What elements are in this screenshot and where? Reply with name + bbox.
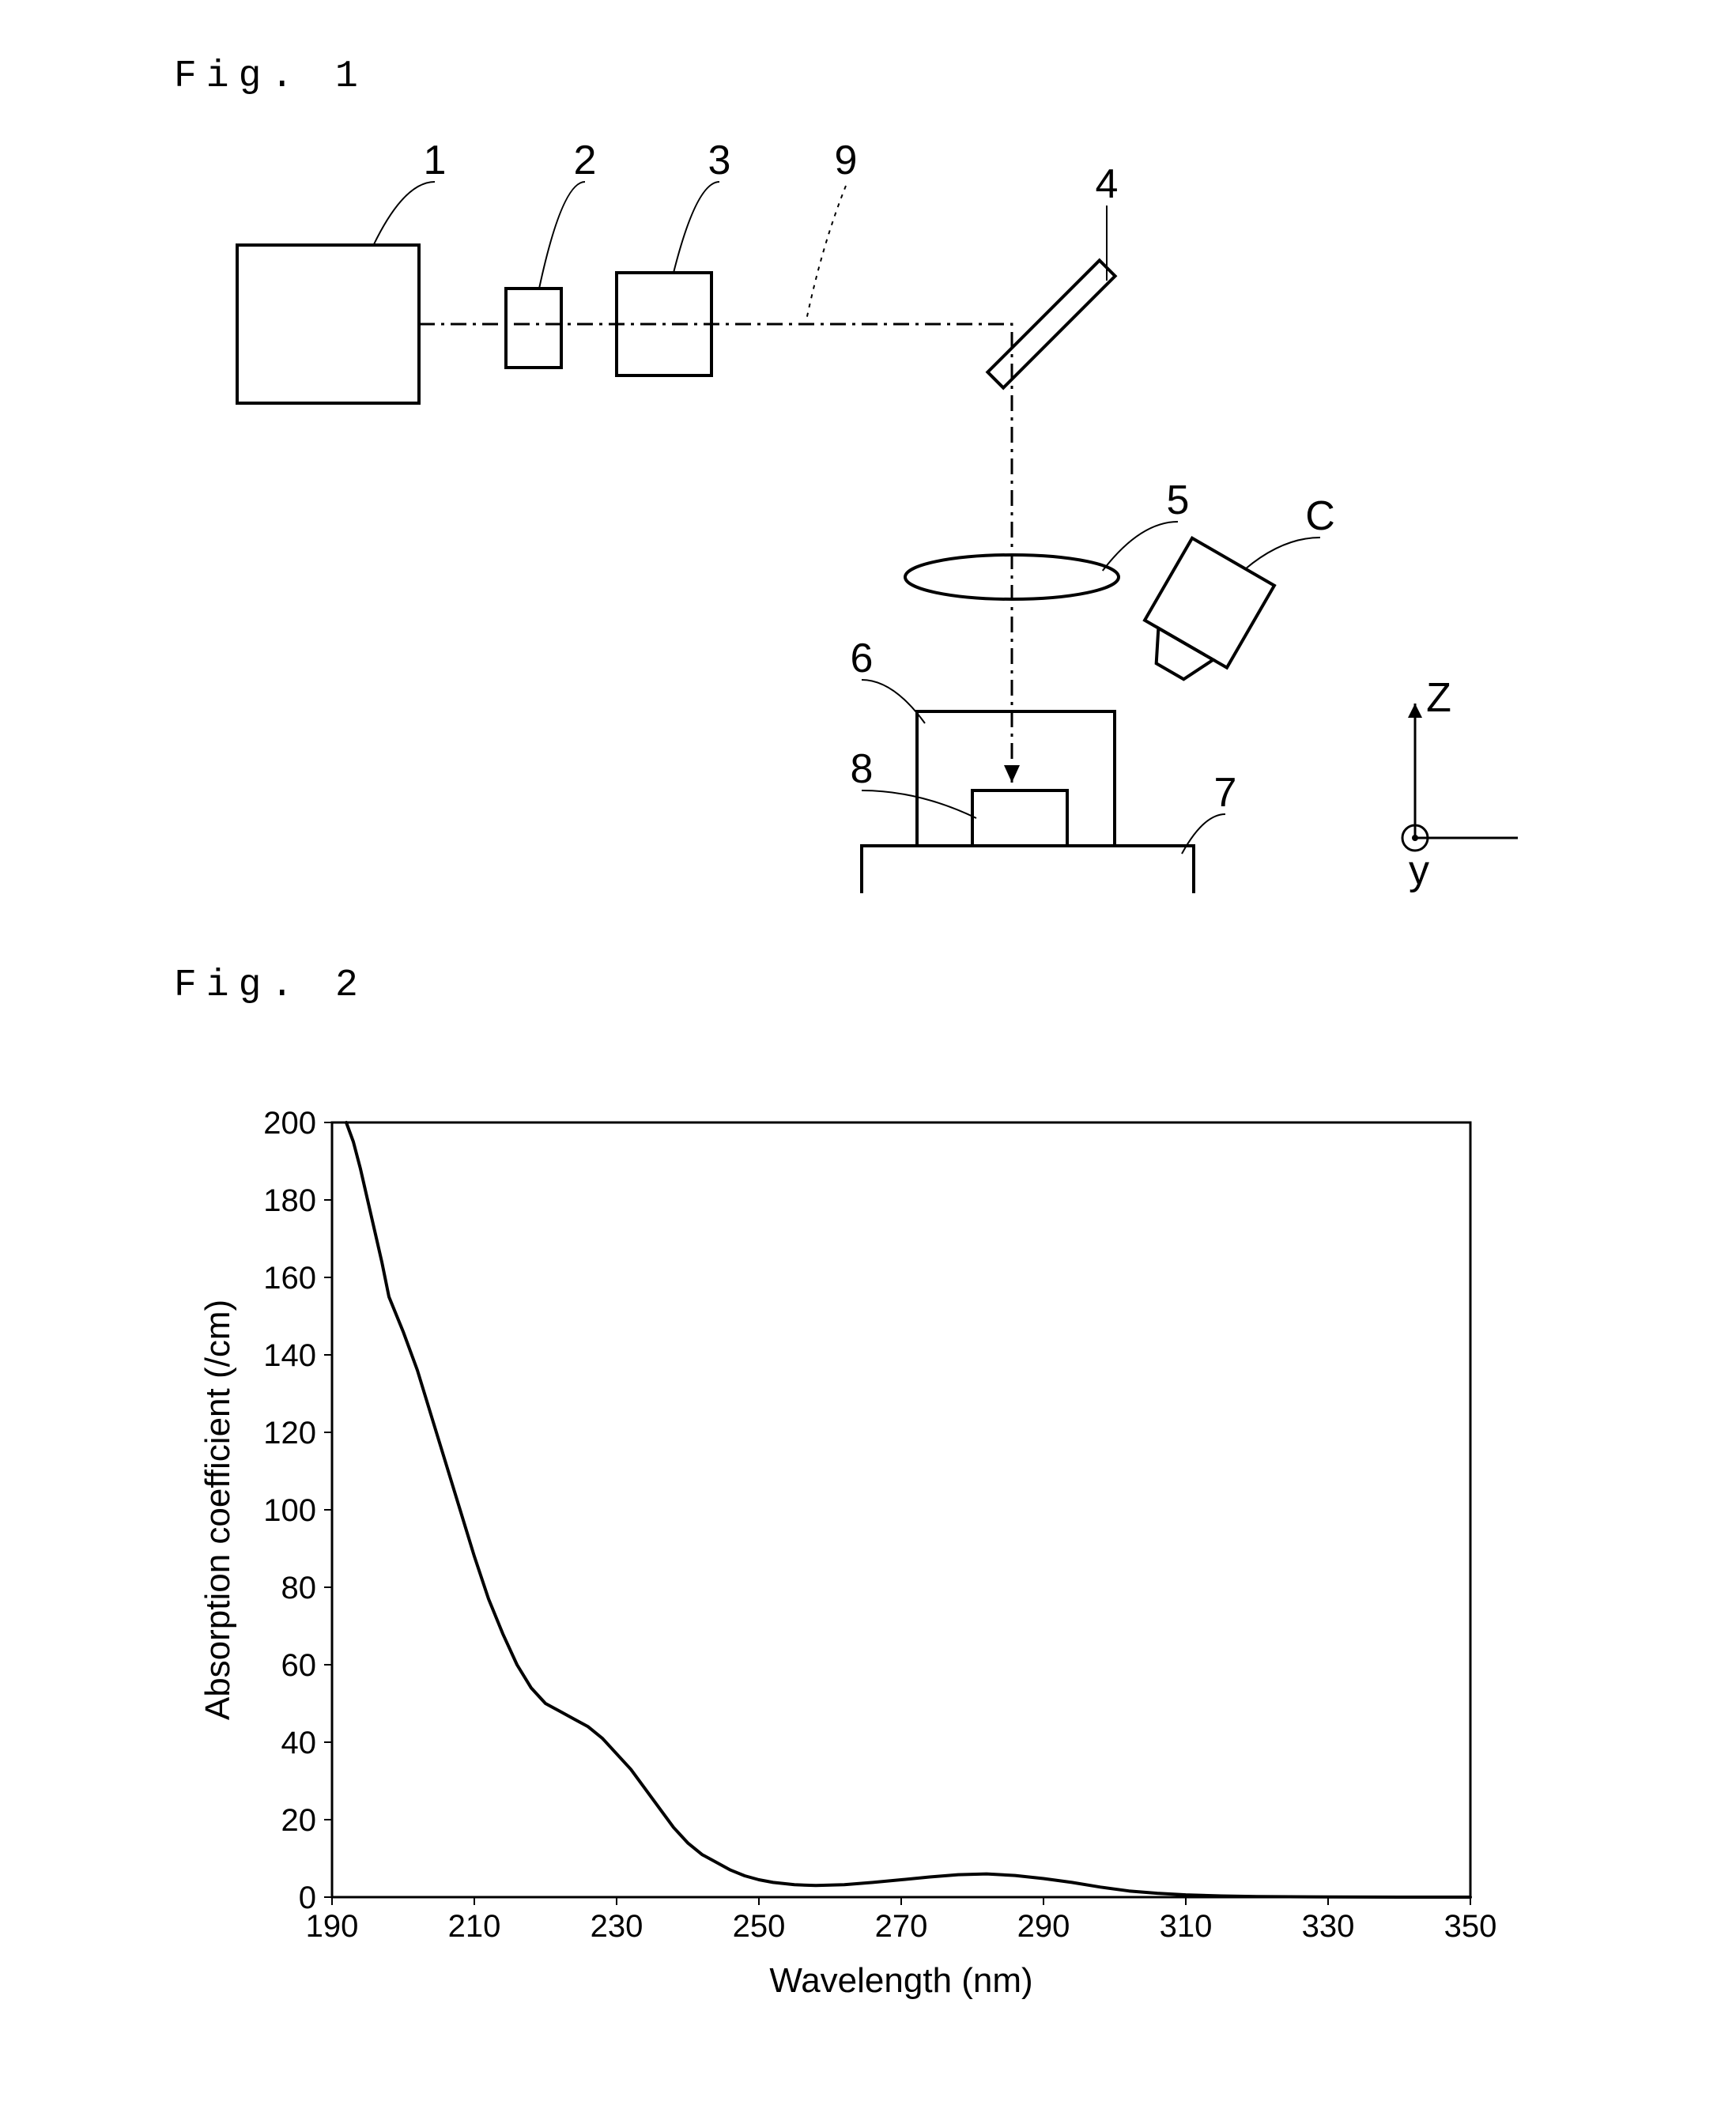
svg-text:190: 190: [306, 1909, 359, 1944]
svg-text:310: 310: [1160, 1909, 1213, 1944]
figure2-chart: 0204060801001201401601802001902102302502…: [174, 1075, 1518, 2024]
svg-text:Wavelength (nm): Wavelength (nm): [769, 1961, 1032, 2000]
svg-text:Z: Z: [1426, 675, 1451, 721]
svg-text:3: 3: [708, 142, 731, 183]
svg-text:4: 4: [1096, 161, 1119, 207]
svg-text:120: 120: [263, 1416, 316, 1451]
svg-text:7: 7: [1214, 770, 1237, 816]
svg-text:200: 200: [263, 1106, 316, 1141]
svg-text:C: C: [1305, 493, 1335, 539]
svg-text:230: 230: [591, 1909, 643, 1944]
svg-text:350: 350: [1444, 1909, 1497, 1944]
svg-text:100: 100: [263, 1493, 316, 1528]
svg-text:Absorption coefficient (/cm): Absorption coefficient (/cm): [198, 1300, 237, 1720]
figure2-label: Fig. 2: [174, 964, 368, 1007]
figure1-label: Fig. 1: [174, 55, 368, 98]
svg-text:y: y: [1409, 847, 1429, 893]
svg-text:210: 210: [448, 1909, 501, 1944]
svg-text:6: 6: [851, 636, 874, 681]
svg-text:2: 2: [574, 142, 597, 183]
svg-text:40: 40: [281, 1726, 317, 1760]
svg-text:140: 140: [263, 1338, 316, 1373]
svg-text:250: 250: [733, 1909, 786, 1944]
svg-text:60: 60: [281, 1648, 317, 1683]
chart-svg: 0204060801001201401601802001902102302502…: [174, 1075, 1518, 2024]
svg-text:20: 20: [281, 1803, 317, 1838]
svg-text:160: 160: [263, 1261, 316, 1296]
svg-text:270: 270: [875, 1909, 928, 1944]
figure1-diagram: 123945687CZXy: [174, 142, 1518, 893]
svg-text:9: 9: [835, 142, 858, 183]
svg-text:330: 330: [1302, 1909, 1355, 1944]
svg-text:1: 1: [424, 142, 447, 183]
svg-text:8: 8: [851, 746, 874, 792]
svg-text:180: 180: [263, 1183, 316, 1218]
svg-text:290: 290: [1017, 1909, 1070, 1944]
svg-text:80: 80: [281, 1571, 317, 1605]
svg-text:5: 5: [1167, 477, 1190, 523]
schematic-svg: 123945687CZXy: [174, 142, 1518, 893]
